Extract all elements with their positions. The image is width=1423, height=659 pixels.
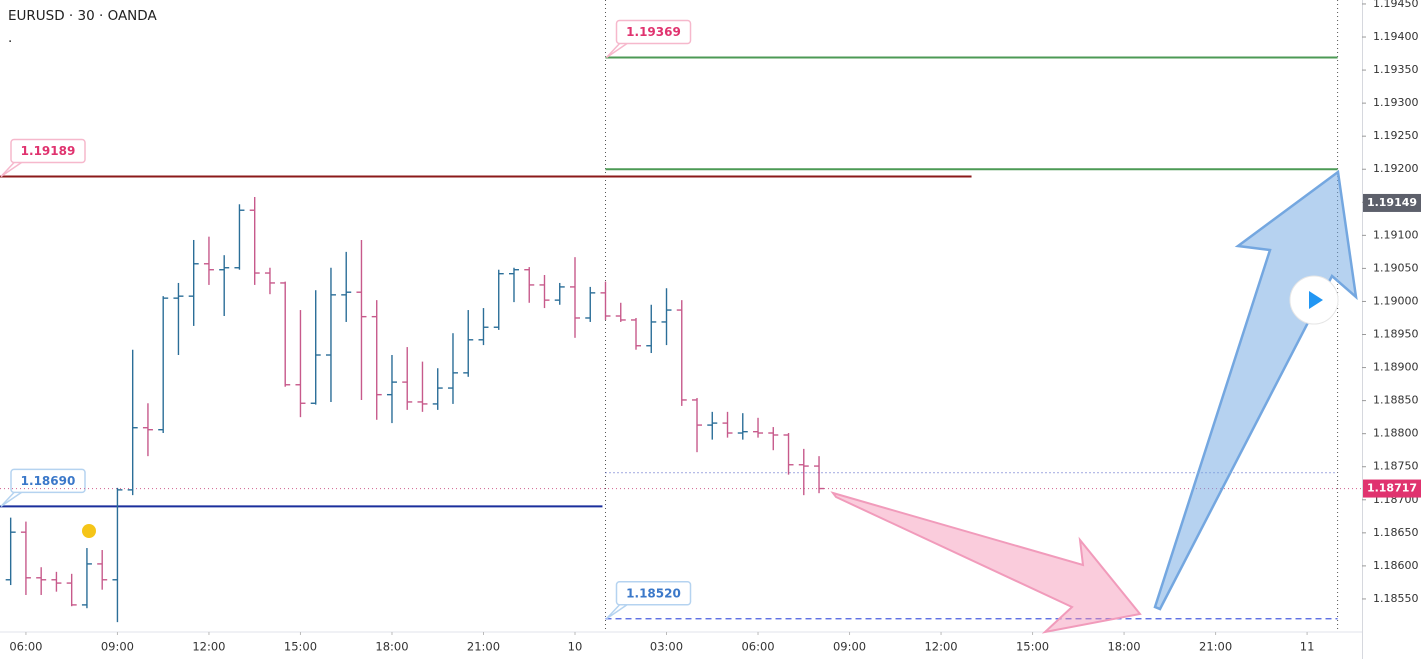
y-tick-label: 1.18550	[1373, 592, 1419, 605]
y-tick-label: 1.18950	[1373, 328, 1419, 341]
callout-box	[615, 581, 692, 606]
level-label: 1.19189	[21, 144, 76, 158]
y-tick-label: 1.18650	[1373, 526, 1419, 539]
y-tick-label: 1.19450	[1373, 0, 1419, 10]
y-tick-label: 1.19350	[1373, 63, 1419, 76]
y-tick-label: 1.19100	[1373, 228, 1419, 241]
y-tick-label: 1.19200	[1373, 162, 1419, 175]
x-tick-label: 09:00	[833, 640, 866, 654]
x-tick-label: 10	[568, 640, 583, 654]
play-icon	[1309, 291, 1323, 309]
x-tick-label: 12:00	[192, 640, 225, 654]
x-tick-label: 18:00	[375, 640, 408, 654]
x-tick-label: 18:00	[1107, 640, 1140, 654]
chart-title: EURUSD · 30 · OANDA	[8, 8, 157, 24]
callout-pointer	[0, 490, 24, 508]
down-arrow	[830, 491, 1142, 634]
x-tick-label: 06:00	[9, 640, 42, 654]
y-tick-label: 1.18850	[1373, 394, 1419, 407]
chart-subtitle: .	[8, 30, 12, 46]
level-label: 1.18520	[626, 586, 681, 600]
x-tick-label: 11	[1300, 640, 1315, 654]
callout-box	[10, 138, 86, 164]
marker-dot	[82, 524, 96, 538]
x-tick-label: 15:00	[1016, 640, 1049, 654]
callout-box	[10, 468, 86, 494]
y-tick-label: 1.18900	[1373, 361, 1419, 374]
price-tag	[1363, 479, 1421, 498]
y-tick-label: 1.18750	[1373, 460, 1419, 473]
x-tick-label: 03:00	[650, 640, 683, 654]
price-tag-label: 1.18717	[1367, 482, 1417, 495]
y-tick-label: 1.19050	[1373, 261, 1419, 274]
x-tick-label: 21:00	[467, 640, 500, 654]
x-tick-label: 06:00	[741, 640, 774, 654]
callout-box	[615, 19, 692, 45]
y-tick-label: 1.19000	[1373, 294, 1419, 307]
y-tick-label: 1.19250	[1373, 129, 1419, 142]
level-label: 1.18690	[21, 474, 76, 488]
x-tick-label: 21:00	[1199, 640, 1232, 654]
y-tick-label: 1.18800	[1373, 427, 1419, 440]
callout-pointer	[0, 160, 24, 178]
y-tick-label: 1.18600	[1373, 559, 1419, 572]
y-tick-label: 1.19400	[1373, 30, 1419, 43]
y-tick-label: 1.19300	[1373, 96, 1419, 109]
level-label: 1.19369	[626, 25, 681, 39]
x-tick-label: 09:00	[101, 640, 134, 654]
x-tick-label: 15:00	[284, 640, 317, 654]
price-tag-label: 1.19149	[1367, 196, 1417, 209]
y-axis-panel	[1362, 0, 1423, 659]
callout-pointer	[605, 41, 629, 59]
x-tick-label: 12:00	[924, 640, 957, 654]
price-tag	[1363, 193, 1421, 212]
callout-pointer	[605, 603, 629, 620]
